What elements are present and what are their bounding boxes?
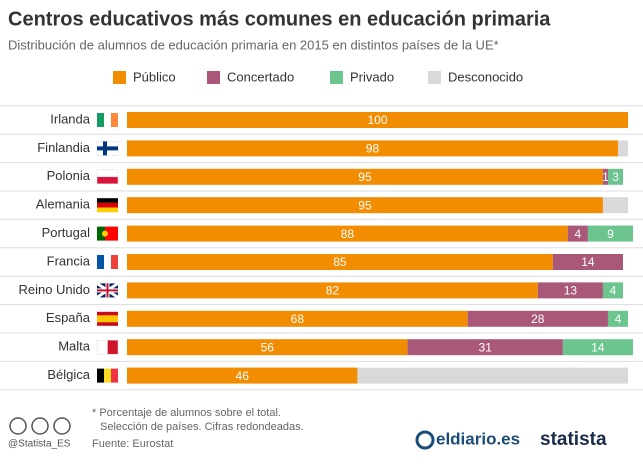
bar-segment <box>607 168 623 185</box>
bar-segment <box>552 254 623 270</box>
bar-segment <box>127 339 408 356</box>
value-label: 14 <box>581 255 595 269</box>
value-label: 68 <box>291 312 305 326</box>
bar-segment <box>617 140 628 157</box>
value-label: 46 <box>236 369 250 383</box>
value-label: 98 <box>366 142 380 156</box>
value-label: 82 <box>326 284 340 298</box>
value-label: 3 <box>612 170 619 184</box>
flag <box>104 113 111 127</box>
flag <box>111 255 118 269</box>
flag <box>96 169 119 178</box>
legend-label: Concertado <box>227 69 294 84</box>
bar-segment <box>127 197 603 214</box>
flag <box>96 339 108 355</box>
flag <box>106 283 109 298</box>
category-label: España <box>46 310 91 325</box>
category-label: Polonia <box>47 168 91 183</box>
bar-segment <box>127 168 603 185</box>
legend-swatch <box>330 71 343 84</box>
footnote: * Porcentaje de alumnos sobre el total. <box>92 407 281 419</box>
value-label: 4 <box>575 227 582 241</box>
chart-title: Centros educativos más comunes en educac… <box>8 8 551 30</box>
value-label: 88 <box>341 227 355 241</box>
bar-segment <box>602 282 623 299</box>
source: Fuente: Eurostat <box>92 438 173 450</box>
category-label: Portugal <box>42 225 91 240</box>
category-label: Bélgica <box>47 367 90 382</box>
bar-segment <box>537 282 603 299</box>
handle: @Statista_ES <box>8 439 71 450</box>
flag <box>97 146 118 151</box>
value-label: 1 <box>602 170 609 184</box>
bar-segment <box>357 367 628 384</box>
bar-segment <box>127 282 538 299</box>
value-label: 100 <box>367 113 387 127</box>
bar-segment <box>567 225 588 242</box>
value-label: 56 <box>261 340 275 354</box>
value-label: 95 <box>358 198 372 212</box>
category-label: Malta <box>58 339 91 354</box>
bar-segment <box>562 339 634 356</box>
flag <box>97 113 104 127</box>
value-label: 9 <box>607 227 614 241</box>
flag <box>96 176 119 185</box>
flag <box>104 368 111 383</box>
flag <box>111 368 118 383</box>
flag <box>97 198 118 203</box>
bar-segment <box>602 197 628 214</box>
bar-segment <box>127 112 628 128</box>
flag <box>97 226 105 241</box>
flag <box>102 230 108 237</box>
value-label: 14 <box>591 340 605 354</box>
legend-swatch <box>113 71 126 84</box>
bar-segment <box>127 367 358 384</box>
chart-subtitle: Distribución de alumnos de educación pri… <box>8 37 499 52</box>
legend-swatch <box>207 71 220 84</box>
category-label: Reino Unido <box>18 282 90 297</box>
value-label: 28 <box>531 312 545 326</box>
flag <box>111 113 118 127</box>
bar-segment <box>602 168 608 185</box>
logo: statista <box>540 429 607 450</box>
category-label: Finlandia <box>37 140 91 155</box>
flag <box>97 255 104 269</box>
category-label: Alemania <box>36 197 91 212</box>
bar-segment <box>127 254 553 270</box>
value-label: 95 <box>358 170 372 184</box>
value-label: 85 <box>333 255 347 269</box>
legend-label: Privado <box>350 69 394 84</box>
flag <box>97 315 118 323</box>
bar-segment <box>127 225 568 242</box>
footnote: Selección de países. Cifras redondeadas. <box>100 421 304 433</box>
bar-segment <box>127 140 618 157</box>
value-label: 31 <box>479 340 493 354</box>
legend-label: Público <box>133 69 176 84</box>
bar-segment <box>407 339 563 356</box>
value-label: 4 <box>610 284 617 298</box>
legend-label: Desconocido <box>448 69 523 84</box>
category-label: Francia <box>47 253 91 268</box>
legend-swatch <box>428 71 441 84</box>
flag <box>97 202 118 208</box>
logo: eldiario.es <box>436 429 520 448</box>
value-label: 4 <box>615 312 622 326</box>
flag <box>97 368 104 383</box>
flag <box>105 226 118 241</box>
bar-segment <box>467 310 608 327</box>
bar-segment <box>127 310 468 327</box>
bar-segment <box>607 310 628 327</box>
bar-segment <box>587 225 634 242</box>
flag <box>97 207 118 213</box>
value-label: 13 <box>564 284 578 298</box>
logo-icon <box>415 430 435 450</box>
flag <box>104 255 111 269</box>
flag <box>107 339 119 355</box>
flag <box>103 141 107 156</box>
category-label: Irlanda <box>50 111 91 126</box>
cc-icons <box>9 417 71 435</box>
